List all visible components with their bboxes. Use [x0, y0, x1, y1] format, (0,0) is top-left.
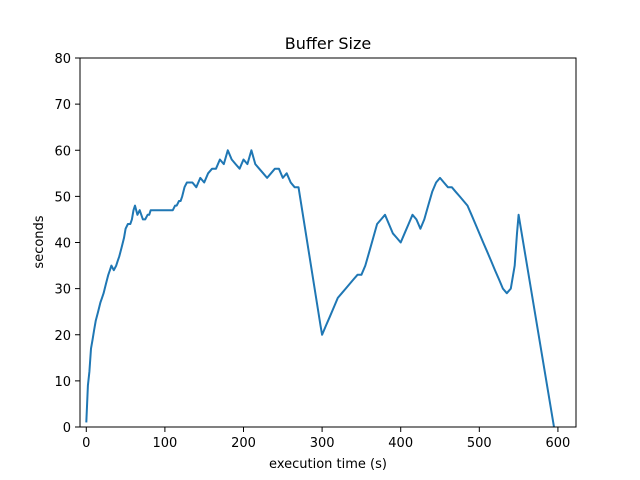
y-tick-label: 20 — [54, 329, 71, 344]
y-tick-label: 80 — [54, 52, 71, 67]
x-axis-label: execution time (s) — [269, 457, 387, 472]
y-tick-label: 60 — [54, 144, 71, 159]
y-tick-label: 70 — [54, 98, 71, 113]
x-tick-label: 0 — [82, 436, 90, 451]
x-tick-label: 600 — [546, 436, 571, 451]
y-tick-label: 40 — [54, 237, 71, 252]
y-tick-label: 30 — [54, 283, 71, 298]
y-axis-label: seconds — [32, 215, 47, 268]
y-tick-label: 10 — [54, 375, 71, 390]
x-tick-label: 200 — [231, 436, 256, 451]
y-axis: 0 10 20 30 40 50 60 70 80 — [54, 52, 80, 436]
x-tick-label: 100 — [152, 436, 177, 451]
x-tick-label: 500 — [467, 436, 492, 451]
x-tick-label: 300 — [310, 436, 335, 451]
plot-area — [85, 149, 555, 428]
chart-title: Buffer Size — [285, 34, 372, 53]
x-tick-label: 400 — [388, 436, 413, 451]
y-tick-label: 50 — [54, 190, 71, 205]
y-tick-label: 0 — [63, 421, 71, 436]
x-axis: 0 100 200 300 400 500 600 — [82, 427, 570, 451]
series-line-0 — [85, 149, 555, 428]
